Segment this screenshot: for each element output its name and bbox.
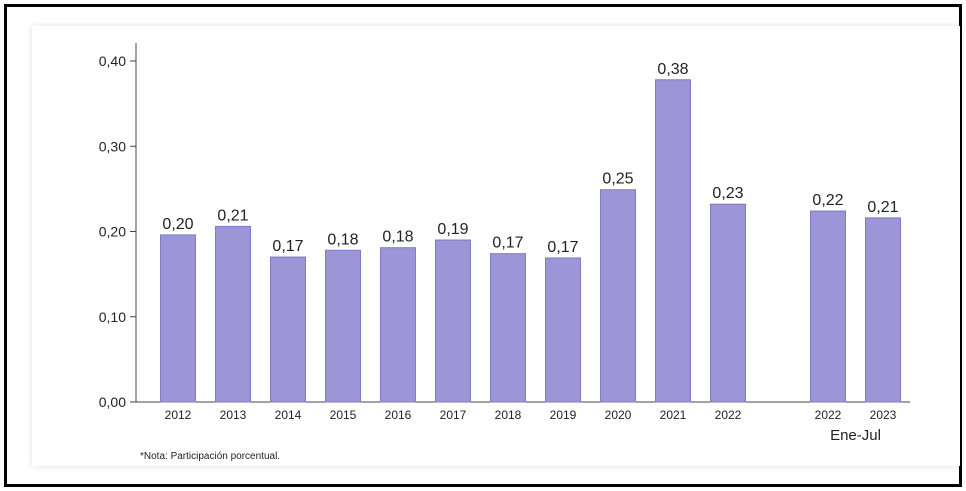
chart-bars <box>160 79 901 403</box>
data-label: 0,21 <box>867 199 898 216</box>
bar-2016-4 <box>380 247 416 403</box>
chart-note: *Nota: Participación porcentual. <box>140 451 280 462</box>
bar-2019-7 <box>545 257 581 403</box>
bar-2015-3 <box>325 249 361 403</box>
chart-axes: 0,00 0,10 0,20 0,30 0,40 <box>99 43 910 410</box>
data-label: 0,17 <box>272 238 303 255</box>
data-label: 0,23 <box>712 185 743 202</box>
x-tick-label: 2014 <box>275 408 302 422</box>
bar-2012-0 <box>160 234 196 403</box>
bar-2018-6 <box>490 253 526 403</box>
bar-2014-2 <box>270 256 306 403</box>
y-tick-label: 0,00 <box>99 394 126 410</box>
y-tick-label: 0,20 <box>99 224 126 240</box>
x-tick-label: 2018 <box>495 408 522 422</box>
x-tick-label: 2022 <box>715 408 742 422</box>
bar-2022-10 <box>710 203 746 403</box>
data-label: 0,17 <box>547 239 578 256</box>
y-tick-label: 0,30 <box>99 138 126 154</box>
data-label: 0,25 <box>602 171 633 188</box>
x-tick-label: 2013 <box>220 408 247 422</box>
group-label-1: Ene-Jul <box>830 427 881 444</box>
data-label: 0,19 <box>437 221 468 238</box>
x-tick-label: 2023 <box>870 408 897 422</box>
x-tick-label: 2015 <box>330 408 357 422</box>
bar-2023-12 <box>865 217 901 403</box>
x-tick-label: 2012 <box>165 408 192 422</box>
chart-labels: 0,20 2012 0,21 2013 0,17 2014 0,18 2015 0,18 2016… <box>162 61 898 444</box>
y-tick-label: 0,40 <box>99 53 126 69</box>
bar-2022-11 <box>810 210 846 403</box>
x-tick-label: 2021 <box>660 408 687 422</box>
x-tick-label: 2016 <box>385 408 412 422</box>
data-label: 0,21 <box>217 207 248 224</box>
x-tick-label: 2020 <box>605 408 632 422</box>
data-label: 0,38 <box>657 61 688 78</box>
bar-2013-1 <box>215 225 251 403</box>
data-label: 0,18 <box>327 231 358 248</box>
y-tick-label: 0,10 <box>99 309 126 325</box>
chart-panel: 0,00 0,10 0,20 0,30 0,40 0,20 2012 0,21 2013 0,1… <box>32 26 960 466</box>
bar-2020-8 <box>600 189 636 403</box>
data-label: 0,22 <box>812 192 843 209</box>
x-tick-label: 2017 <box>440 408 467 422</box>
bar-chart: 0,00 0,10 0,20 0,30 0,40 0,20 2012 0,21 2013 0,1… <box>99 43 910 462</box>
data-label: 0,20 <box>162 216 193 233</box>
data-label: 0,17 <box>492 235 523 252</box>
x-tick-label: 2022 <box>815 408 842 422</box>
bar-2021-9 <box>655 79 691 403</box>
x-tick-label: 2019 <box>550 408 577 422</box>
bar-2017-5 <box>435 239 471 403</box>
data-label: 0,18 <box>382 229 413 246</box>
